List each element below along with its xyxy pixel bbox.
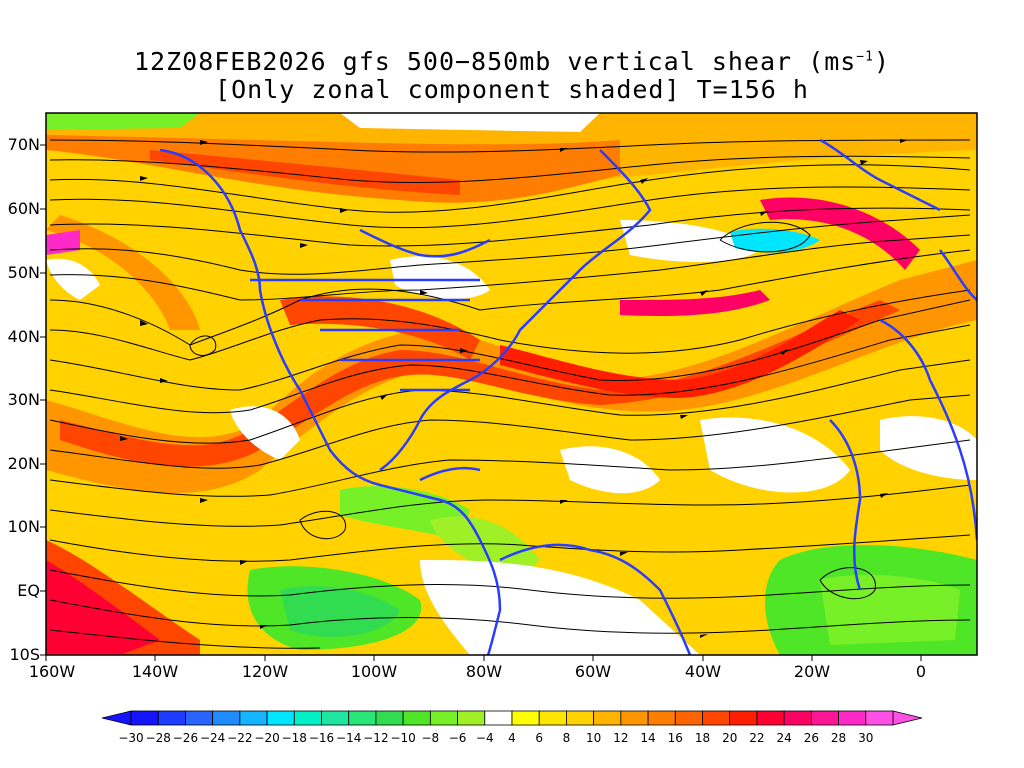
lat-label: 60N [7, 199, 40, 218]
colorbar-swatch [838, 710, 867, 726]
colorbar-swatch [185, 710, 214, 726]
shear-field [46, 113, 977, 655]
colorbar-swatch [647, 710, 676, 726]
colorbar-swatch [239, 710, 268, 726]
colorbar-label: 22 [749, 731, 765, 745]
colorbar-swatch [511, 710, 540, 726]
lon-label: 100W [350, 662, 398, 681]
colorbar-swatch [865, 710, 894, 726]
colorbar-label: −26 [172, 731, 199, 745]
colorbar-swatch [212, 710, 241, 726]
lat-label: 10N [7, 517, 40, 536]
plot-frame [45, 112, 978, 656]
colorbar-label: −8 [421, 731, 440, 745]
colorbar-label: −12 [363, 731, 389, 745]
colorbar-swatch [157, 710, 186, 726]
colorbar-label: −24 [199, 731, 226, 745]
colorbar-swatch [674, 710, 703, 726]
colorbar-label: −20 [254, 731, 280, 745]
colorbar-label: −16 [308, 731, 335, 745]
colorbar-label: 12 [613, 731, 629, 745]
streamlines [49, 139, 971, 649]
colorbar-swatch [484, 710, 513, 726]
coastlines [159, 138, 977, 655]
colorbar-label: 24 [776, 731, 792, 745]
colorbar-swatch [429, 710, 458, 726]
lat-label: 10S [9, 645, 40, 664]
colorbar-swatch [783, 710, 812, 726]
colorbar-label: −10 [390, 731, 416, 745]
colorbar-label: 10 [586, 731, 602, 745]
stream-arrows [120, 139, 908, 638]
lon-label: 40W [684, 662, 722, 681]
lon-label: 20W [793, 662, 831, 681]
colorbar [101, 710, 923, 726]
colorbar-label: 18 [694, 731, 711, 745]
colorbar-label: 8 [562, 731, 571, 745]
colorbar-label: −4 [475, 731, 494, 745]
colorbar-label: 14 [640, 731, 656, 745]
lat-label: 40N [7, 327, 40, 346]
colorbar-swatch [293, 710, 322, 726]
lat-label: EQ [17, 581, 40, 600]
lat-label: 70N [7, 135, 40, 154]
lon-label: 60W [574, 662, 612, 681]
colorbar-swatch [402, 710, 431, 726]
colorbar-label: 4 [508, 731, 516, 745]
colorbar-label: 6 [535, 731, 544, 745]
lon-label: 0 [915, 662, 927, 681]
colorbar-label: −22 [227, 731, 253, 745]
colorbar-label: −6 [448, 731, 467, 745]
colorbar-label: −14 [336, 731, 362, 745]
colorbar-swatch [457, 710, 486, 726]
colorbar-swatch [756, 710, 785, 726]
title-line-2: [Only zonal component shaded] T=156 h [215, 75, 809, 104]
lon-label: 80W [465, 662, 503, 681]
colorbar-swatch [321, 710, 350, 726]
lat-label: 20N [7, 454, 40, 473]
colorbar-label: −28 [145, 731, 171, 745]
colorbar-label: −18 [281, 731, 307, 745]
lon-label: 140W [131, 662, 179, 681]
colorbar-label: 20 [722, 731, 738, 745]
colorbar-label: 16 [667, 731, 683, 745]
colorbar-left-arrow [101, 710, 132, 726]
colorbar-swatch [702, 710, 731, 726]
colorbar-right-arrow [892, 710, 923, 726]
colorbar-swatch [593, 710, 622, 726]
colorbar-swatch [566, 710, 595, 726]
colorbar-swatch [729, 710, 758, 726]
colorbar-swatch [348, 710, 377, 726]
lon-label: 120W [241, 662, 289, 681]
lat-label: 50N [7, 263, 40, 282]
title-line-1: 12Z08FEB2026 gfs 500−850mb vertical shea… [133, 47, 891, 76]
colorbar-swatch [130, 710, 159, 726]
colorbar-swatch [620, 710, 649, 726]
colorbar-swatch [266, 710, 295, 726]
colorbar-label: −30 [118, 731, 144, 745]
colorbar-label: 28 [830, 731, 847, 745]
axis-ticks [40, 144, 922, 661]
colorbar-swatch [375, 710, 404, 726]
colorbar-label: 30 [858, 731, 874, 745]
colorbar-swatch [538, 710, 567, 726]
lat-label: 30N [7, 390, 40, 409]
colorbar-label: 26 [803, 731, 819, 745]
colorbar-swatch [810, 710, 839, 726]
lon-label: 160W [28, 662, 76, 681]
